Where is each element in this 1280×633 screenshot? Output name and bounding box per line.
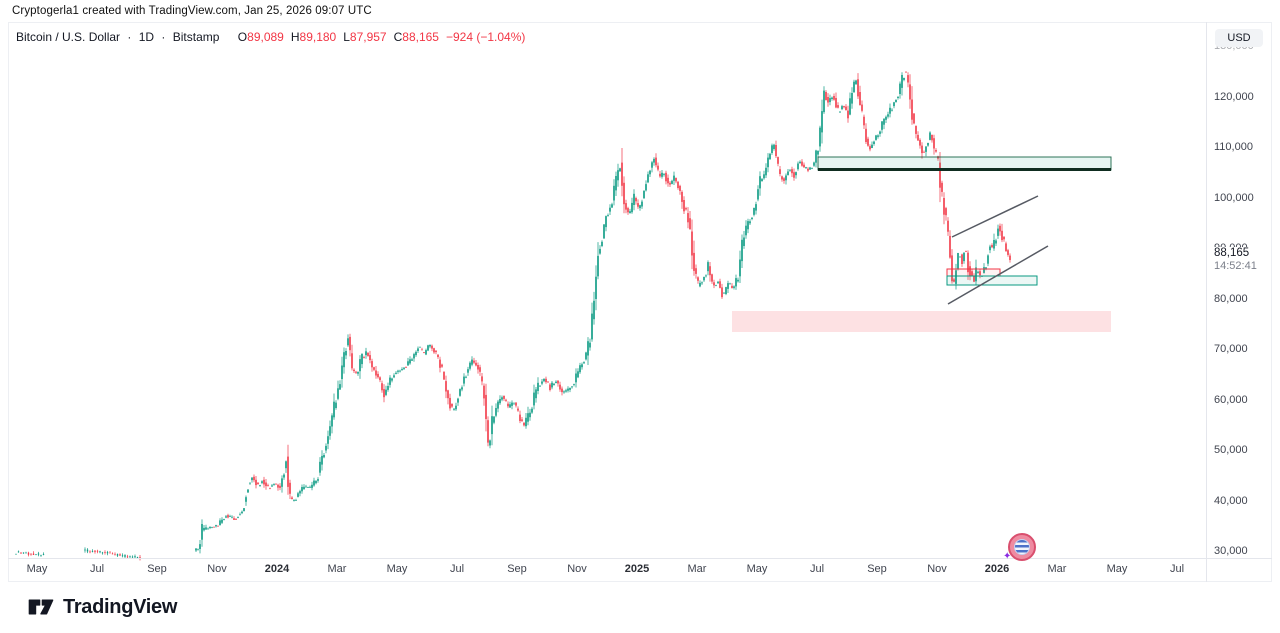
- ohlc-readout: O89,089 H89,180 L87,957 C88,165 −924 (−1.04%…: [231, 30, 526, 44]
- time-tick-label: Mar: [1047, 563, 1067, 575]
- last-price-label: 88,165 14:52:41: [1212, 247, 1259, 272]
- low-label: L: [343, 30, 350, 44]
- flag-sticker-face: [1014, 539, 1030, 555]
- close-label: C: [393, 30, 403, 44]
- symbol-title[interactable]: Bitcoin / U.S. Dollar: [16, 30, 121, 44]
- attribution-text: Cryptogerla1 created with TradingView.co…: [12, 5, 372, 17]
- time-tick-label: 2026: [984, 563, 1010, 575]
- time-tick-label: Jul: [89, 563, 105, 575]
- time-tick-label: Sep: [867, 563, 887, 575]
- symbol-header[interactable]: Bitcoin / U.S. Dollar · 1D · Bitstamp O8…: [16, 30, 525, 44]
- time-tick-label: May: [746, 563, 768, 575]
- minor-resistance-box[interactable]: [946, 268, 1001, 277]
- last-price-value: 88,165: [1214, 247, 1250, 259]
- time-tick-label: Nov: [207, 563, 227, 575]
- footer: TradingView: [28, 595, 177, 619]
- separator-dot: ·: [127, 30, 132, 44]
- price-tick-label: 60,000: [1214, 393, 1248, 406]
- low-value: 87,957: [349, 30, 387, 44]
- time-tick-label: Jul: [1169, 563, 1185, 575]
- tradingview-logo-text[interactable]: TradingView: [63, 595, 178, 618]
- open-value: 89,089: [247, 30, 284, 44]
- close-value: 88,165: [402, 30, 439, 44]
- price-scale-divider: [1206, 22, 1207, 582]
- time-tick-label: Mar: [327, 563, 347, 575]
- minor-support-box[interactable]: [946, 275, 1038, 286]
- time-tick-label: May: [26, 563, 48, 575]
- time-tick-label: May: [386, 563, 408, 575]
- price-tick-label: 80,000: [1214, 292, 1248, 305]
- exchange-label: Bitstamp: [172, 30, 220, 44]
- time-tick-label: Sep: [507, 563, 527, 575]
- flag-sticker[interactable]: ✦: [1003, 533, 1036, 562]
- tradingview-logo-icon[interactable]: [28, 595, 54, 619]
- time-tick-label: Mar: [687, 563, 707, 575]
- currency-toggle-button[interactable]: USD: [1215, 29, 1263, 47]
- channel-lower[interactable]: [947, 245, 1049, 305]
- price-tick-label: 100,000: [1214, 191, 1254, 204]
- price-tick-label: 30,000: [1214, 545, 1248, 557]
- demand-zone[interactable]: [732, 311, 1111, 332]
- price-tick-label: 50,000: [1214, 444, 1248, 456]
- time-tick-label: Jul: [809, 563, 825, 575]
- time-tick-label: May: [1106, 563, 1128, 575]
- interval-label[interactable]: 1D: [138, 30, 155, 44]
- price-tick-label: 120,000: [1214, 90, 1254, 103]
- change-value: −924 (−1.04%): [445, 30, 526, 44]
- time-tick-label: Nov: [567, 563, 587, 575]
- price-tick-label: 110,000: [1214, 141, 1253, 153]
- time-tick-label: 2024: [264, 563, 290, 575]
- bar-countdown: 14:52:41: [1214, 260, 1257, 272]
- high-label: H: [290, 30, 300, 44]
- open-label: O: [237, 30, 248, 44]
- high-value: 89,180: [299, 30, 337, 44]
- chart-frame: [8, 22, 1272, 582]
- time-tick-label: Sep: [147, 563, 167, 575]
- time-scale-divider: [8, 558, 1272, 559]
- price-tick-label: 40,000: [1214, 494, 1248, 507]
- time-tick-label: Jul: [449, 563, 465, 575]
- channel-upper[interactable]: [951, 195, 1039, 238]
- sparkle-icon: ✦: [1003, 551, 1012, 562]
- separator-dot: ·: [161, 30, 166, 44]
- time-tick-label: 2025: [624, 563, 650, 575]
- time-tick-label: Nov: [927, 563, 947, 575]
- price-tick-label: 70,000: [1214, 343, 1248, 355]
